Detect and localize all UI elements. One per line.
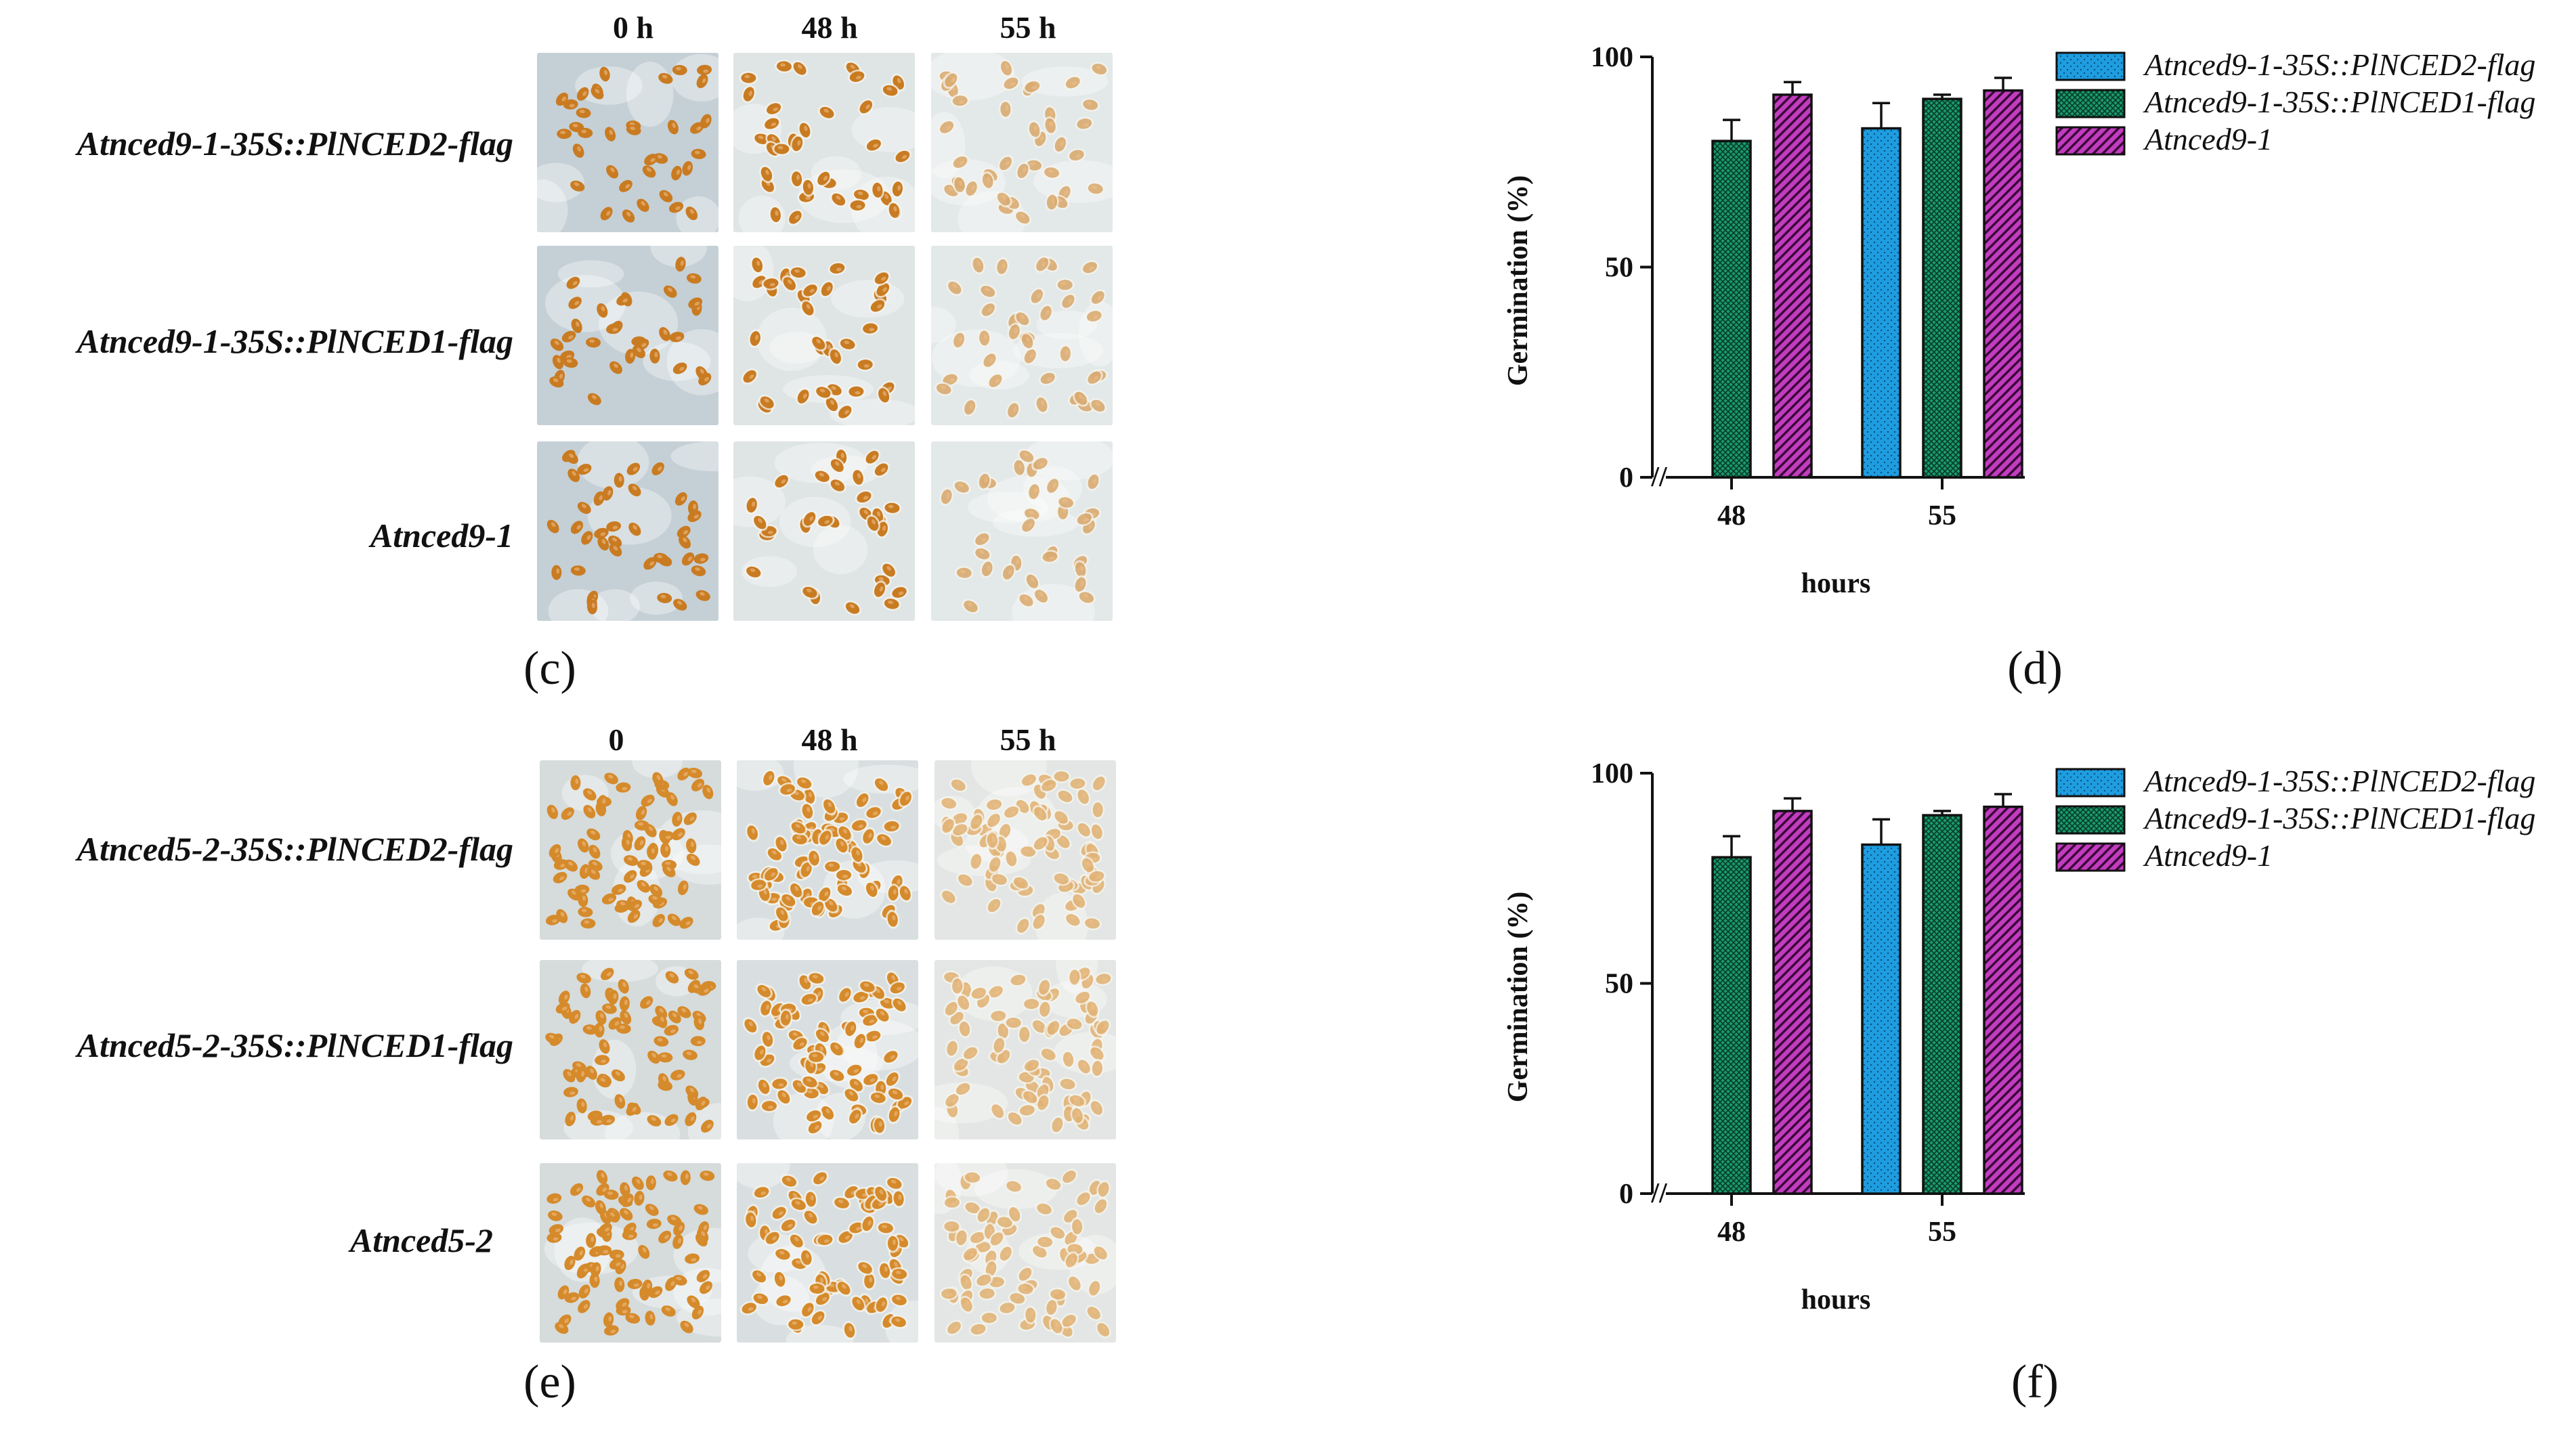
bar	[1922, 97, 1962, 479]
x-tick-label: 55	[1928, 500, 1956, 531]
x-axis-label: hours	[1801, 1284, 1871, 1315]
legend-swatch	[2055, 89, 2126, 118]
y-tick-label: 100	[1591, 42, 1633, 73]
legend-swatch	[2055, 126, 2126, 156]
row-label-nced9: Atnced9-1	[370, 517, 513, 554]
row-label-nced5-nced2: Atnced5-2-35S::PlNCED2-flag	[77, 830, 513, 868]
seed-photo	[935, 1163, 1116, 1343]
legend-swatch	[2055, 51, 2126, 81]
bar	[1772, 810, 1813, 1195]
legend-label: Atnced9-1	[2143, 838, 2273, 873]
col-header-0: 0	[608, 722, 624, 757]
legend-label: Atnced9-1	[2143, 122, 2273, 156]
legend-swatch	[2055, 768, 2126, 798]
y-tick-label: 50	[1605, 253, 1633, 284]
seed-photo	[537, 246, 718, 425]
seed-photo	[733, 246, 915, 425]
x-tick-label: 55	[1928, 1217, 1956, 1248]
y-tick-label: 0	[1619, 462, 1633, 494]
seed-photo	[537, 53, 718, 232]
seed-photo	[733, 441, 915, 621]
seed-photo	[537, 441, 718, 621]
seed-photo	[737, 1163, 918, 1343]
bar	[1983, 89, 2023, 479]
bar	[1711, 139, 1752, 479]
col-header-48h: 48 h	[801, 722, 858, 757]
row-label-nced9-nced2: Atnced9-1-35S::PlNCED2-flag	[77, 125, 513, 162]
x-tick-label: 48	[1717, 500, 1746, 531]
y-axis-label: Germination (%)	[1503, 175, 1534, 386]
seed-photo	[931, 53, 1113, 232]
seed-photo	[931, 441, 1113, 621]
bar	[1922, 814, 1962, 1195]
row-label-nced5-nced1: Atnced5-2-35S::PlNCED1-flag	[77, 1026, 513, 1064]
bar	[1711, 856, 1752, 1195]
seed-photo	[733, 53, 915, 232]
x-tick-label: 48	[1717, 1217, 1746, 1248]
seed-photo	[931, 246, 1113, 425]
bar	[1983, 805, 2023, 1195]
seed-photo	[935, 760, 1116, 940]
seed-photo	[540, 960, 721, 1139]
y-axis-label: Germination (%)	[1503, 892, 1534, 1102]
legend-label: Atnced9-1-35S::PlNCED1-flag	[2143, 85, 2535, 119]
seed-photo	[540, 760, 721, 940]
panel-letter-f: (f)	[2011, 1356, 2059, 1408]
axis-break-mark: //	[1650, 462, 1668, 493]
col-header-55h: 55 h	[1000, 722, 1056, 757]
panel-letter-d: (d)	[2007, 642, 2063, 695]
col-header-55h: 55 h	[1000, 10, 1056, 45]
legend-swatch	[2055, 842, 2126, 872]
axis-break-mark: //	[1650, 1178, 1668, 1209]
legend-label: Atnced9-1-35S::PlNCED2-flag	[2143, 764, 2535, 798]
seed-photo	[935, 960, 1116, 1139]
y-tick-label: 50	[1605, 969, 1633, 1000]
legend-label: Atnced9-1-35S::PlNCED1-flag	[2143, 801, 2535, 835]
seed-photo	[737, 760, 918, 940]
col-header-0h: 0 h	[612, 10, 654, 45]
row-label-nced9-nced1: Atnced9-1-35S::PlNCED1-flag	[77, 322, 513, 360]
y-tick-label: 100	[1591, 758, 1633, 789]
legend-label: Atnced9-1-35S::PlNCED2-flag	[2143, 47, 2535, 82]
col-header-48h: 48 h	[801, 10, 858, 45]
y-tick-label: 0	[1619, 1179, 1633, 1210]
legend-swatch	[2055, 805, 2126, 835]
bar	[1861, 843, 1902, 1195]
seed-photo	[540, 1163, 721, 1343]
seed-photo	[737, 960, 918, 1139]
bar	[1861, 127, 1902, 479]
x-axis-label: hours	[1801, 568, 1871, 599]
panel-letter-e: (e)	[523, 1356, 576, 1408]
panel-letter-c: (c)	[523, 642, 576, 695]
row-label-nced5: Atnced5-2	[349, 1221, 493, 1259]
